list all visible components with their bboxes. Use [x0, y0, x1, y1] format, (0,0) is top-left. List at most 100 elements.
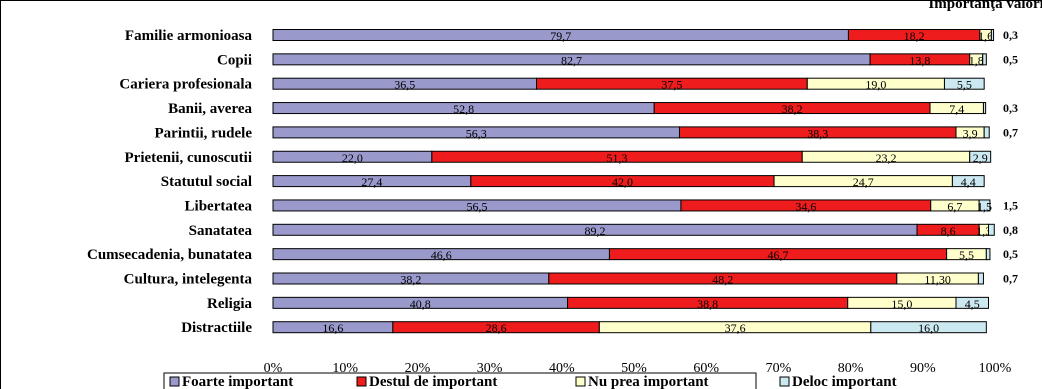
data-label-destul-de-important-cariera-profesionala: 37,5: [661, 78, 682, 92]
data-label-nu-prea-important-libertatea: 6,7: [947, 199, 962, 213]
x-tick-label-6: 60%: [693, 361, 719, 376]
x-tick-label-0: 0%: [264, 361, 283, 376]
data-label-nu-prea-important-cariera-profesionala: 19,0: [865, 78, 886, 92]
category-label-cariera-profesionala: Cariera profesionala: [119, 77, 252, 93]
data-label-destul-de-important-distractiile: 28,6: [486, 321, 507, 335]
category-label-cumsecadenia-bunatatea: Cumsecadenia, bunatatea: [87, 247, 253, 263]
outside-label-cumsecadenia-bunatatea: 0,5: [1003, 247, 1018, 261]
chart-title: Importanţa valorii: [928, 0, 1042, 12]
category-label-familie-armonioasa: Familie armonioasa: [125, 28, 253, 44]
data-label-foarte-important-familie-armonioasa: 79,7: [550, 29, 571, 43]
data-label-nu-prea-important-cumsecadenia-bunatatea: 5,5: [959, 248, 974, 262]
outside-label-copii: 0,5: [1003, 52, 1018, 66]
data-label-nu-prea-important-parintii-rudele: 3,9: [963, 126, 978, 140]
legend-label-destul-de-important: Destul de important: [369, 374, 497, 389]
data-label-destul-de-important-libertatea: 34,6: [795, 199, 816, 213]
data-label-nu-prea-important-sanatatea: 1,3: [976, 224, 991, 238]
x-tick-label-3: 30%: [477, 361, 503, 376]
data-label-destul-de-important-banii-averea: 38,2: [782, 102, 803, 116]
bar-segment-deloc-important-sanatatea: [988, 223, 995, 236]
data-label-deloc-important-distractiile: 16,0: [918, 321, 939, 335]
category-label-distractiile: Distractiile: [181, 320, 252, 336]
x-tick-label-9: 90%: [910, 361, 936, 376]
data-label-nu-prea-important-banii-averea: 7,4: [949, 102, 964, 116]
bar-segment-deloc-important-parintii-rudele: [983, 126, 990, 139]
bar-segment-deloc-important-religia: [955, 296, 990, 309]
bar-segment-deloc-important-cariera-profesionala: [943, 77, 985, 90]
data-label-foarte-important-libertatea: 56,5: [466, 199, 487, 213]
category-label-prietenii-cunoscutii: Prietenii, cunoscutii: [125, 150, 253, 166]
data-label-destul-de-important-familie-armonioasa: 18,2: [904, 29, 925, 43]
data-label-deloc-important-libertatea: 1,5: [977, 199, 992, 213]
x-tick-label-2: 20%: [405, 361, 431, 376]
bar-segment-deloc-important-copii: [982, 53, 987, 66]
category-label-libertatea: Libertatea: [185, 198, 253, 214]
data-label-foarte-important-parintii-rudele: 56,3: [466, 126, 487, 140]
data-label-nu-prea-important-copii: 1,8: [969, 53, 984, 67]
data-label-foarte-important-cultura-intelegenta: 38,2: [400, 273, 421, 287]
data-label-destul-de-important-parintii-rudele: 38,3: [807, 126, 828, 140]
data-label-destul-de-important-religia: 38,8: [697, 297, 718, 311]
bar-segment-deloc-important-libertatea: [978, 199, 991, 212]
outside-label-sanatatea: 0,8: [1003, 223, 1018, 237]
data-label-destul-de-important-sanatatea: 8,6: [941, 224, 956, 238]
legend-swatch-deloc-important: [779, 376, 790, 387]
x-tick-label-5: 50%: [621, 361, 647, 376]
outside-label-cultura-intelegenta: 0,7: [1003, 272, 1018, 286]
data-label-destul-de-important-cultura-intelegenta: 48,2: [712, 273, 733, 287]
outside-label-familie-armonioasa: 0,3: [1003, 28, 1018, 42]
bar-segment-deloc-important-familie-armonioasa: [990, 29, 995, 41]
category-label-sanatatea: Sanatatea: [189, 223, 253, 239]
data-label-foarte-important-cariera-profesionala: 36,5: [394, 78, 415, 92]
data-label-deloc-important-statutul-social: 4,4: [961, 175, 976, 189]
data-label-foarte-important-sanatatea: 89,2: [585, 224, 606, 238]
bar-segment-deloc-important-distractiile: [870, 321, 987, 334]
outside-label-banii-averea: 0,3: [1003, 101, 1018, 115]
legend-label-nu-prea-important: Nu prea important: [588, 374, 709, 389]
x-tick-label-4: 40%: [549, 361, 575, 376]
data-label-nu-prea-important-statutul-social: 24,7: [853, 175, 874, 189]
legend-swatch-foarte-important: [169, 376, 180, 387]
outside-label-libertatea: 1,5: [1003, 198, 1018, 212]
category-label-banii-averea: Banii, averea: [168, 101, 252, 117]
bar-segment-deloc-important-statutul-social: [951, 175, 985, 188]
data-label-foarte-important-cumsecadenia-bunatatea: 46,6: [431, 248, 452, 262]
data-label-foarte-important-prietenii-cunoscutii: 22,0: [342, 151, 363, 165]
data-label-destul-de-important-cumsecadenia-bunatatea: 46,7: [768, 248, 789, 262]
legend-label-deloc-important: Deloc important: [792, 374, 897, 389]
data-label-destul-de-important-statutul-social: 42,0: [612, 175, 633, 189]
data-label-nu-prea-important-prietenii-cunoscutii: 23,2: [875, 151, 896, 165]
data-label-foarte-important-copii: 82,7: [561, 53, 582, 67]
bar-segment-deloc-important-cumsecadenia-bunatatea: [985, 248, 991, 261]
legend: [163, 372, 757, 389]
bar-segment-deloc-important-cultura-intelegenta: [977, 272, 984, 285]
data-label-deloc-important-prietenii-cunoscutii: 2,9: [973, 151, 988, 165]
category-label-religia: Religia: [207, 296, 252, 312]
bar-segment-deloc-important-prietenii-cunoscutii: [969, 150, 992, 163]
data-label-nu-prea-important-distractiile: 37,6: [725, 321, 746, 335]
category-label-cultura-intelegenta: Cultura, intelegenta: [124, 272, 253, 288]
x-tick-label-7: 70%: [766, 361, 792, 376]
legend-swatch-nu-prea-important: [575, 376, 586, 387]
legend-swatch-destul-de-important: [356, 376, 367, 387]
data-label-destul-de-important-copii: 13,8: [909, 53, 930, 67]
legend-label-foarte-important: Foarte important: [182, 374, 293, 389]
data-label-nu-prea-important-familie-armonioasa: 1,6: [978, 29, 993, 43]
data-label-deloc-important-cariera-profesionala: 5,5: [957, 78, 972, 92]
data-label-nu-prea-important-cultura-intelegenta: 11,30: [924, 273, 951, 287]
data-label-nu-prea-important-religia: 15,0: [891, 297, 912, 311]
x-tick-label-1: 10%: [332, 361, 358, 376]
category-label-copii: Copii: [217, 52, 252, 68]
x-tick-label-8: 80%: [838, 361, 864, 376]
data-label-foarte-important-statutul-social: 27,4: [361, 175, 382, 189]
outside-label-parintii-rudele: 0,7: [1003, 125, 1018, 139]
x-tick-label-10: 100%: [979, 361, 1012, 376]
data-label-destul-de-important-prietenii-cunoscutii: 51,3: [607, 151, 628, 165]
data-label-deloc-important-religia: 4,5: [965, 297, 980, 311]
bar-segment-deloc-important-banii-averea: [982, 102, 987, 115]
category-label-statutul-social: Statutul social: [161, 174, 252, 190]
category-label-parintii-rudele: Parintii, rudele: [155, 125, 253, 141]
